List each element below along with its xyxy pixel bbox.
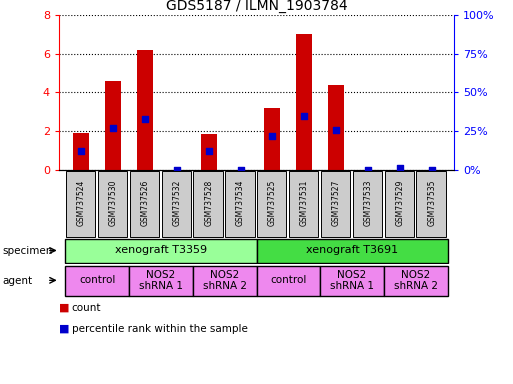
Text: count: count <box>72 303 102 313</box>
Point <box>396 166 404 172</box>
FancyBboxPatch shape <box>321 171 350 237</box>
FancyBboxPatch shape <box>66 171 95 237</box>
Point <box>109 125 117 131</box>
FancyBboxPatch shape <box>225 171 254 237</box>
Bar <box>265 108 281 170</box>
FancyBboxPatch shape <box>289 171 318 237</box>
Text: ■: ■ <box>59 324 69 334</box>
Bar <box>297 35 312 170</box>
Text: agent: agent <box>3 276 33 286</box>
Bar <box>201 134 216 170</box>
Text: GSM737528: GSM737528 <box>204 179 213 226</box>
Text: GDS5187 / ILMN_1903784: GDS5187 / ILMN_1903784 <box>166 0 347 13</box>
Text: GSM737529: GSM737529 <box>396 179 404 226</box>
FancyBboxPatch shape <box>193 266 256 296</box>
Text: xenograft T3359: xenograft T3359 <box>115 245 207 255</box>
FancyBboxPatch shape <box>384 266 448 296</box>
Point <box>300 113 308 119</box>
Text: GSM737525: GSM737525 <box>268 179 277 226</box>
Bar <box>73 133 89 170</box>
Text: GSM737527: GSM737527 <box>331 179 341 226</box>
Point <box>332 127 340 133</box>
Text: percentile rank within the sample: percentile rank within the sample <box>72 324 248 334</box>
FancyBboxPatch shape <box>130 171 159 237</box>
FancyBboxPatch shape <box>162 171 191 237</box>
Text: GSM737524: GSM737524 <box>77 179 86 226</box>
Point <box>236 167 245 173</box>
FancyBboxPatch shape <box>256 266 320 296</box>
Text: GSM737535: GSM737535 <box>427 179 436 226</box>
Point <box>77 148 85 154</box>
FancyBboxPatch shape <box>257 171 286 237</box>
FancyBboxPatch shape <box>65 239 256 263</box>
Text: ■: ■ <box>59 303 69 313</box>
FancyBboxPatch shape <box>98 171 127 237</box>
Bar <box>137 50 153 170</box>
Text: NOS2
shRNA 2: NOS2 shRNA 2 <box>394 270 438 291</box>
Point <box>364 167 372 173</box>
FancyBboxPatch shape <box>65 266 129 296</box>
Text: NOS2
shRNA 1: NOS2 shRNA 1 <box>330 270 374 291</box>
Point <box>268 133 277 139</box>
Text: GSM737531: GSM737531 <box>300 179 309 226</box>
Point <box>428 167 436 173</box>
Point <box>173 167 181 173</box>
FancyBboxPatch shape <box>193 171 223 237</box>
Text: NOS2
shRNA 2: NOS2 shRNA 2 <box>203 270 247 291</box>
FancyBboxPatch shape <box>256 239 448 263</box>
Text: NOS2
shRNA 1: NOS2 shRNA 1 <box>139 270 183 291</box>
FancyBboxPatch shape <box>320 266 384 296</box>
Text: GSM737526: GSM737526 <box>141 179 149 226</box>
Point <box>141 116 149 122</box>
FancyBboxPatch shape <box>129 266 193 296</box>
Text: xenograft T3691: xenograft T3691 <box>306 245 398 255</box>
Text: GSM737533: GSM737533 <box>364 179 372 226</box>
Text: control: control <box>79 275 115 285</box>
Text: GSM737530: GSM737530 <box>109 179 117 226</box>
Text: GSM737532: GSM737532 <box>172 179 182 226</box>
Text: specimen: specimen <box>3 246 53 256</box>
FancyBboxPatch shape <box>417 171 446 237</box>
Text: GSM737534: GSM737534 <box>236 179 245 226</box>
Point <box>205 148 213 154</box>
Text: control: control <box>270 275 307 285</box>
FancyBboxPatch shape <box>353 171 382 237</box>
Bar <box>105 81 121 170</box>
Bar <box>328 85 344 170</box>
FancyBboxPatch shape <box>385 171 414 237</box>
